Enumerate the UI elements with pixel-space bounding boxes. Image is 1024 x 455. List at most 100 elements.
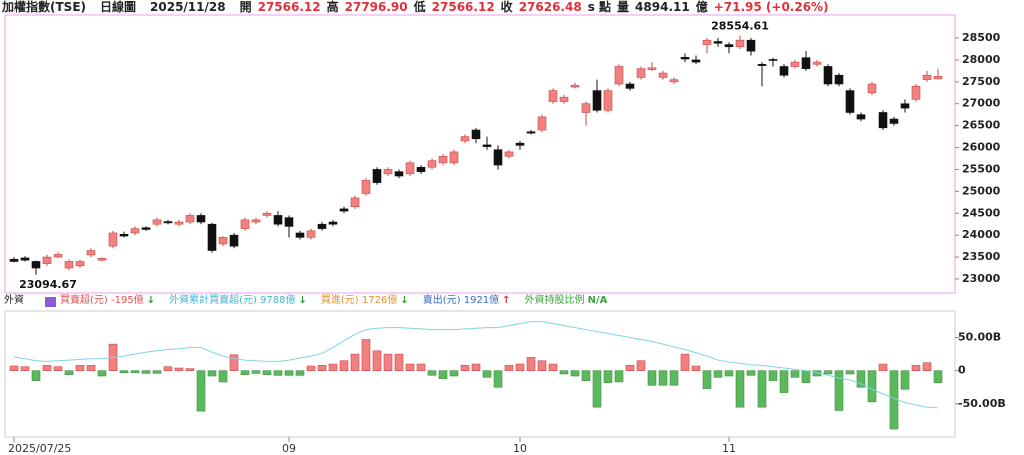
header-item: 27566.12: [257, 0, 321, 14]
flow-bar: [680, 353, 690, 371]
flow-bar: [603, 370, 613, 383]
header-item: 高: [326, 0, 339, 14]
legend: 外資 買賣超(元) -195億 ↓ 外資累計買賣超(元) 9788億 ↓ 買進(元) 17…: [4, 294, 607, 308]
flow-bar: [295, 370, 305, 376]
flow-bar: [130, 370, 140, 373]
flow-bar: [900, 370, 910, 390]
flow-bar: [262, 370, 272, 375]
flow-bar: [658, 370, 668, 386]
flow-bar: [482, 370, 492, 378]
y-tick-label: 25500: [962, 162, 1001, 175]
flow-bar: [86, 365, 96, 371]
flow-bar: [845, 370, 855, 375]
candle-body: [339, 208, 349, 212]
candle-body: [196, 215, 206, 223]
header-item: 27626.48: [518, 0, 582, 14]
candle-body: [405, 162, 415, 175]
y-tick-label: 28500: [962, 31, 1001, 44]
flow-bar: [141, 370, 151, 374]
candle-body: [31, 261, 41, 269]
flow-bar: [878, 363, 888, 371]
flow-panel: [4, 310, 956, 438]
flow-bar: [757, 370, 767, 408]
flow-bar: [20, 366, 30, 371]
header-item: 低: [413, 0, 426, 14]
flow-bar: [31, 370, 41, 381]
candle-body: [702, 39, 712, 45]
candle-body: [823, 66, 833, 85]
legend-item: 買進(元) 1726億 ↓: [321, 294, 409, 308]
flow-bar: [273, 370, 283, 376]
header-item: +71.95 (+0.26%): [713, 0, 829, 14]
flow-bar: [196, 370, 206, 412]
y-tick-label: 23000: [962, 272, 1001, 285]
candle-body: [361, 180, 371, 194]
candle-body: [471, 129, 481, 140]
extreme-label: 23094.67: [19, 278, 77, 291]
flow-bar: [856, 370, 866, 388]
candle-body: [779, 66, 789, 76]
candle-body: [9, 258, 19, 262]
candle-body: [306, 230, 316, 238]
candle-body: [449, 151, 459, 164]
flow-bar: [328, 363, 338, 371]
candle-body: [691, 59, 701, 63]
flow-bar: [240, 370, 250, 375]
candle-body: [515, 142, 525, 146]
y-tick-label: 27500: [962, 75, 1001, 88]
flow-bar: [526, 357, 536, 371]
candle-body: [174, 221, 184, 225]
candle-body: [42, 256, 52, 264]
x-tick-label: 10: [513, 442, 527, 455]
header-item: 27796.90: [344, 0, 408, 14]
y-tick-label: 50.00B: [958, 331, 1001, 344]
candle-body: [141, 227, 151, 230]
flow-bar: [350, 353, 360, 371]
flow-bar: [372, 350, 382, 371]
flow-bar: [625, 365, 635, 371]
flow-bar: [713, 370, 723, 378]
flow-bar: [790, 370, 800, 378]
candle-body: [207, 223, 217, 251]
candle-body: [163, 221, 173, 224]
candle-body: [482, 144, 492, 147]
candle-body: [229, 234, 239, 247]
header-item: 量: [617, 0, 630, 14]
flow-bar: [724, 370, 734, 377]
flow-bar: [438, 370, 448, 379]
candle-body: [570, 85, 580, 88]
candle-body: [185, 215, 195, 223]
flow-bar: [834, 370, 844, 411]
legend-text: 買賣超(元) -195億: [60, 295, 144, 306]
candle-body: [911, 85, 921, 100]
flow-bar: [9, 365, 19, 371]
y-tick-label: 28000: [962, 53, 1001, 66]
y-tick-label: -50.00B: [958, 397, 1006, 410]
candle-body: [845, 90, 855, 113]
legend-arrow: N/A: [587, 295, 608, 306]
flow-bar: [163, 366, 173, 371]
candle-body: [647, 67, 657, 70]
legend-arrow: ↓: [400, 295, 409, 306]
flow-bar: [779, 370, 789, 393]
flow-bar: [493, 370, 503, 388]
header: 加權指數(TSE) 日線圖 2025/11/28 開 27566.12 高 27796.90…: [2, 0, 829, 15]
flow-bar: [42, 365, 52, 371]
flow-bar: [537, 360, 547, 371]
y-tick-label: 27000: [962, 97, 1001, 110]
candle-body: [262, 212, 272, 216]
header-item: 日線圖: [100, 0, 137, 14]
flow-bar: [449, 370, 459, 377]
flow-bar: [911, 365, 921, 371]
candle-body: [251, 219, 261, 223]
flow-bar: [702, 370, 712, 389]
candle-body: [416, 166, 426, 172]
flow-bar: [669, 370, 679, 386]
candle-body: [636, 68, 646, 78]
flow-bar: [471, 363, 481, 371]
cumulative-line: [13, 321, 939, 409]
y-tick-label: 24000: [962, 228, 1001, 241]
flow-bar: [515, 363, 525, 371]
candle-body: [746, 39, 756, 52]
flow-bar: [933, 370, 943, 383]
